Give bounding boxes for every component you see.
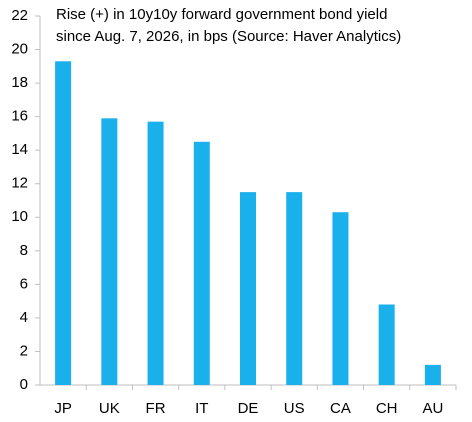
x-tick-label: DE: [238, 400, 259, 417]
x-tick-label: IT: [195, 400, 208, 417]
bar: [147, 121, 164, 385]
x-tick-label: CH: [376, 400, 398, 417]
bar: [332, 212, 349, 385]
x-tick-label: CA: [330, 400, 351, 417]
bar: [193, 141, 210, 385]
bar: [424, 364, 441, 385]
x-tick-label: FR: [146, 400, 166, 417]
y-tick-label: 10: [11, 208, 28, 225]
y-tick-label: 2: [20, 342, 28, 359]
bar: [101, 118, 118, 386]
chart-title: since Aug. 7, 2026, in bps (Source: Have…: [56, 28, 401, 45]
x-tick-label: JP: [54, 400, 72, 417]
y-tick-label: 14: [11, 141, 28, 158]
y-tick-label: 16: [11, 108, 28, 125]
bar: [55, 61, 72, 385]
y-tick-label: 6: [20, 275, 28, 292]
bar: [286, 192, 303, 385]
y-tick-label: 22: [11, 7, 28, 24]
y-tick-label: 20: [11, 41, 28, 58]
y-tick-label: 0: [20, 376, 28, 393]
bar: [378, 304, 395, 385]
y-tick-label: 4: [20, 309, 28, 326]
x-tick-label: UK: [99, 400, 120, 417]
bar: [240, 192, 256, 385]
y-tick-label: 18: [11, 74, 28, 91]
chart-title: Rise (+) in 10y10y forward government bo…: [56, 6, 387, 23]
y-tick-label: 12: [11, 175, 28, 192]
x-tick-label: AU: [422, 400, 443, 417]
y-tick-label: 8: [20, 242, 28, 259]
x-tick-label: US: [284, 400, 305, 417]
